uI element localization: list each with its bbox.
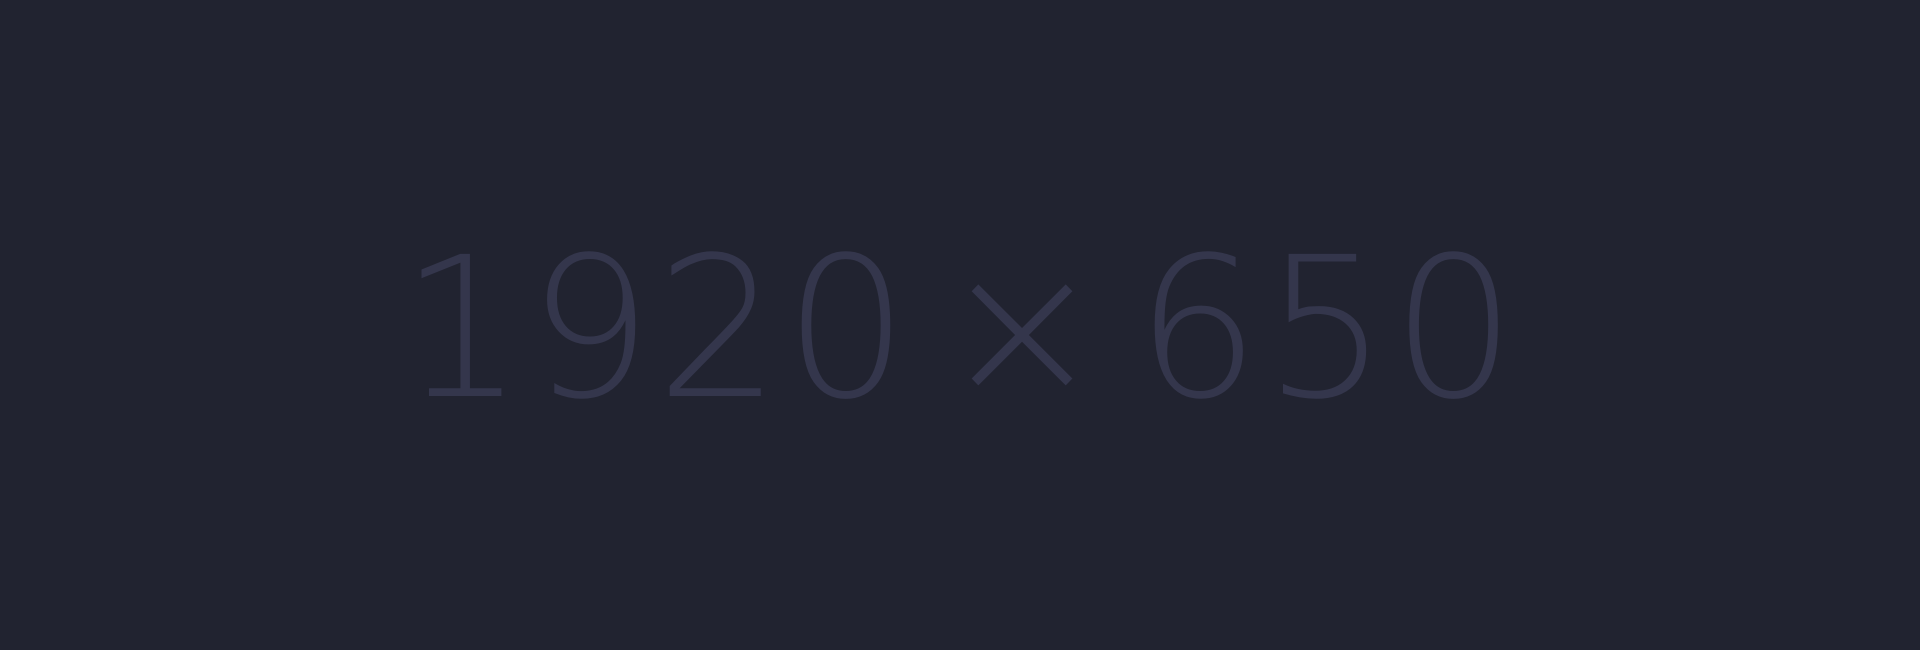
width-value: 1920 [400, 214, 913, 442]
dimensions-label: 1920 × 650 [400, 231, 1520, 426]
times-separator: × [940, 214, 1108, 442]
height-value: 650 [1135, 214, 1520, 442]
